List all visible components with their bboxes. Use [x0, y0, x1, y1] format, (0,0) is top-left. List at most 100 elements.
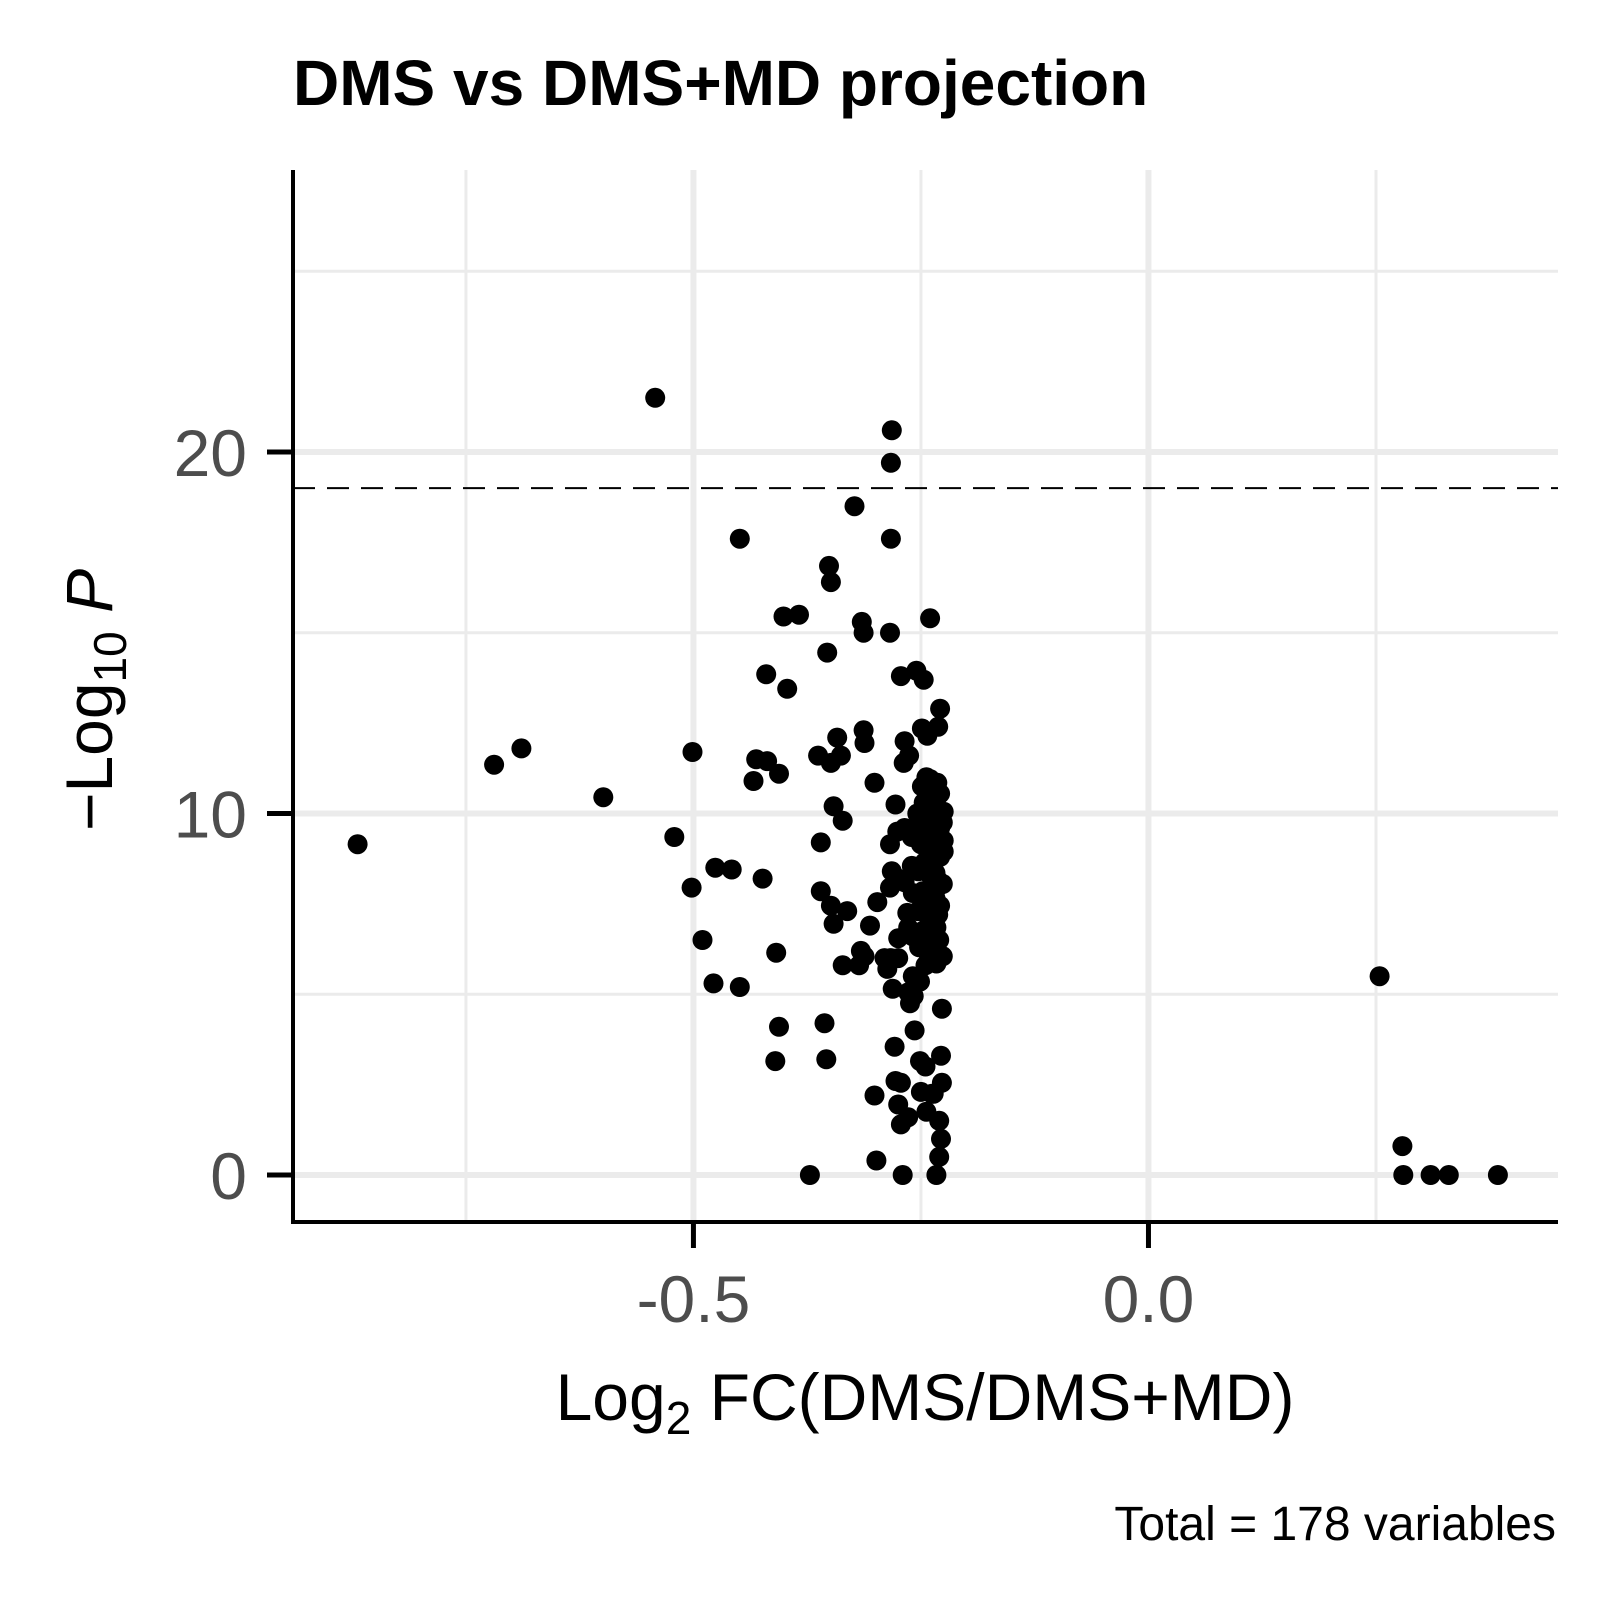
data-point — [681, 877, 702, 898]
data-point — [910, 971, 930, 992]
data-point — [769, 763, 789, 784]
data-point — [814, 1013, 835, 1034]
y-axis-title-text: P — [52, 569, 126, 631]
data-point — [1392, 1136, 1413, 1157]
data-point — [810, 832, 831, 853]
data-point — [880, 622, 900, 643]
data-point — [773, 606, 794, 627]
data-point — [757, 751, 778, 772]
y-axis-title: −Log10 P — [52, 569, 136, 831]
data-point — [1420, 1165, 1441, 1185]
data-point — [729, 977, 750, 997]
data-point — [890, 666, 911, 687]
y-axis-title-prefix: −Log — [52, 682, 126, 831]
y-axis-title-subscript: 10 — [84, 631, 136, 682]
data-point — [880, 452, 901, 473]
data-point — [931, 1072, 952, 1093]
chart-caption: Total = 178 variables — [1114, 1498, 1556, 1551]
data-point — [837, 901, 858, 922]
data-point — [347, 834, 368, 855]
data-point — [729, 528, 750, 549]
data-point — [777, 678, 798, 699]
data-point — [830, 745, 851, 766]
data-point — [929, 1146, 950, 1167]
data-point — [929, 1110, 950, 1131]
data-point — [898, 1107, 919, 1128]
data-point — [823, 796, 844, 817]
data-point — [816, 1049, 837, 1070]
data-point — [832, 955, 853, 976]
data-point — [721, 859, 742, 880]
data-point — [931, 998, 952, 1019]
x-axis-ticks: -0.5 0.0 — [637, 1222, 1195, 1336]
data-point — [880, 528, 901, 549]
y-tick-label: 20 — [174, 416, 247, 490]
data-point — [904, 1020, 925, 1041]
data-point — [1487, 1165, 1508, 1185]
data-point — [930, 698, 951, 719]
chart-title: DMS vs DMS+MD projection — [293, 47, 1148, 119]
data-point — [705, 857, 726, 878]
data-point — [888, 948, 909, 969]
x-axis-title-prefix: Log — [556, 1360, 666, 1434]
data-point — [703, 973, 724, 994]
data-point — [867, 892, 888, 913]
data-point — [853, 720, 874, 741]
x-tick-label: -0.5 — [637, 1262, 751, 1336]
data-point — [915, 1056, 936, 1077]
data-point — [932, 946, 953, 967]
data-point — [930, 783, 951, 804]
data-point — [920, 608, 941, 629]
data-point — [866, 1150, 887, 1171]
data-point — [765, 1051, 786, 1072]
data-point — [864, 772, 885, 793]
data-point — [682, 742, 703, 762]
data-point — [511, 738, 532, 759]
data-point — [810, 881, 831, 902]
data-point — [664, 827, 685, 847]
data-point — [743, 771, 764, 791]
data-point — [827, 727, 848, 748]
data-point — [930, 895, 951, 916]
y-tick-label: 10 — [174, 777, 247, 851]
data-point — [853, 622, 874, 643]
data-point — [799, 1165, 820, 1185]
data-point — [1438, 1165, 1459, 1185]
data-point — [769, 1016, 789, 1037]
data-point — [931, 1128, 951, 1149]
data-point — [933, 801, 954, 822]
data-point — [899, 745, 920, 766]
data-point — [756, 664, 777, 685]
data-point — [789, 604, 809, 625]
data-point — [484, 754, 505, 775]
data-point — [854, 946, 875, 967]
data-point — [928, 716, 949, 737]
data-point — [890, 1072, 911, 1093]
x-tick-label: 0.0 — [1103, 1262, 1195, 1336]
data-point — [593, 787, 614, 808]
data-point — [819, 555, 839, 576]
x-axis-title-subscript: 2 — [666, 1392, 692, 1444]
data-point — [933, 830, 954, 851]
data-point — [929, 930, 950, 950]
data-point — [892, 1165, 913, 1185]
y-axis-ticks: 0 10 20 — [174, 416, 293, 1213]
data-point — [860, 915, 880, 936]
data-point — [881, 420, 902, 441]
data-point — [932, 874, 953, 894]
data-point — [752, 868, 773, 889]
data-points — [347, 387, 1508, 1185]
data-point — [823, 913, 844, 934]
data-point — [864, 1085, 885, 1106]
data-point — [885, 794, 906, 815]
data-point — [844, 496, 865, 517]
data-point — [766, 942, 787, 963]
data-point — [931, 1045, 951, 1066]
data-point — [820, 895, 841, 916]
data-point — [913, 669, 934, 690]
x-axis-title-text: FC(DMS/DMS+MD) — [691, 1360, 1294, 1434]
data-point — [882, 978, 903, 999]
data-point — [692, 930, 713, 950]
data-point — [820, 572, 841, 593]
